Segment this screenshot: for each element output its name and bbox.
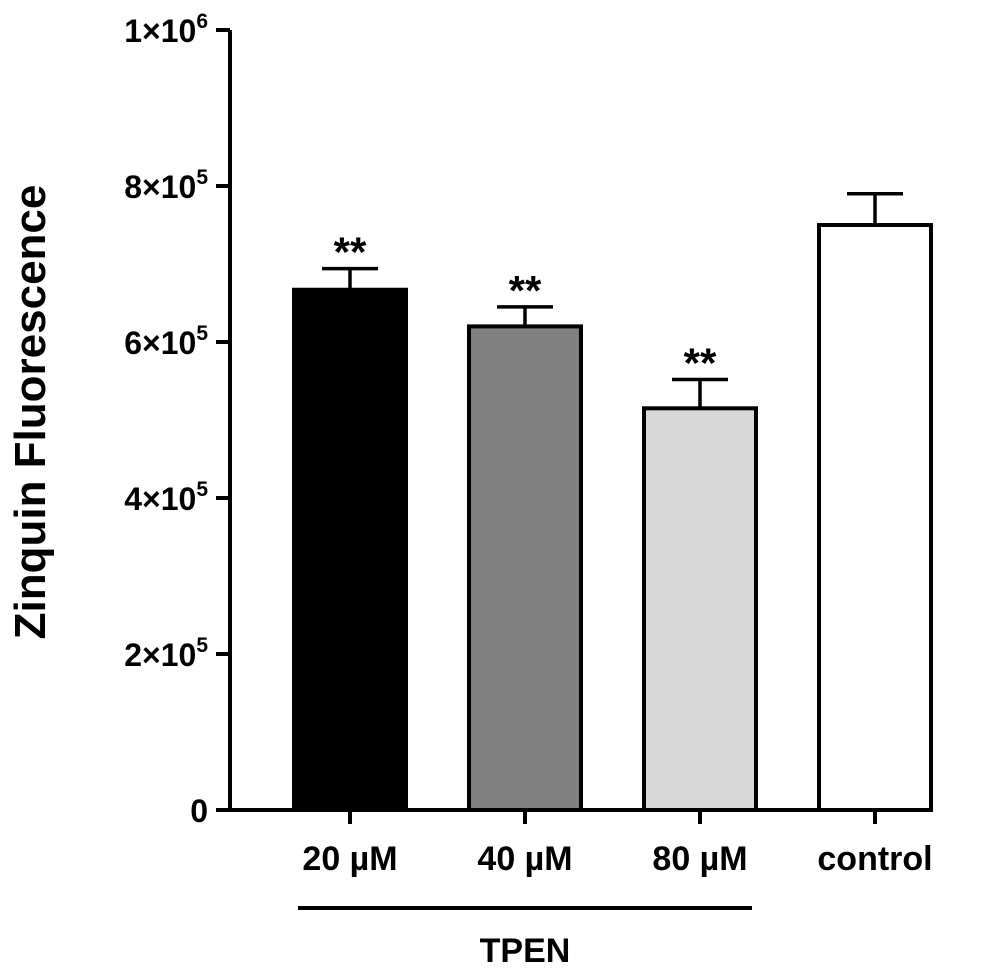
y-tick-label: 6×105 — [124, 322, 208, 361]
y-axis: 0 2×105 4×105 6×105 8×105 1×106 — [124, 10, 232, 829]
y-tick-label: 4×105 — [124, 478, 208, 517]
y-tick-label: 1×106 — [124, 10, 208, 49]
x-tick-label: 20 µM — [302, 840, 397, 878]
x-tick-label: 40 µM — [477, 840, 572, 878]
bar — [292, 287, 408, 812]
significance-label: ** — [684, 339, 717, 386]
y-tick-label: 2×105 — [124, 634, 208, 673]
x-axis: 20 µM 40 µM 80 µM control — [230, 808, 933, 878]
x-tick-label: control — [817, 840, 932, 878]
bar — [642, 406, 758, 812]
significance-label: ** — [334, 229, 367, 276]
y-tick-label: 0 — [190, 793, 208, 829]
x-tick-label: 80 µM — [652, 840, 747, 878]
y-tick-label: 8×105 — [124, 166, 208, 205]
bar — [817, 223, 933, 812]
bar — [467, 324, 583, 812]
bars: ** ** ** — [292, 192, 933, 812]
y-axis-label: Zinquin Fluorescence — [6, 185, 55, 640]
group-label: TPEN — [480, 932, 571, 970]
significance-label: ** — [509, 267, 542, 314]
